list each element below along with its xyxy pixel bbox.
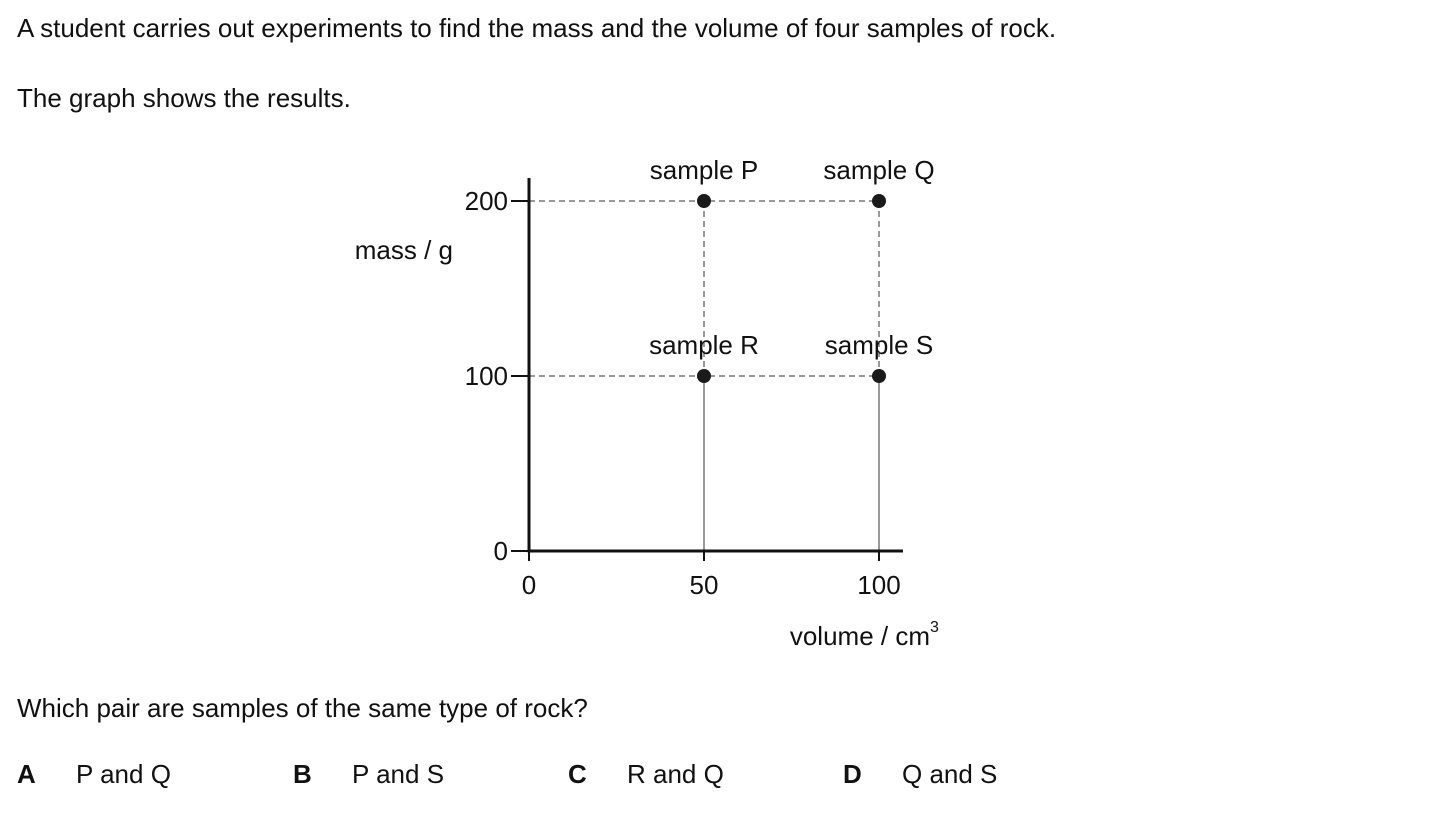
- y-axis-label: mass / g: [355, 235, 453, 265]
- question-prompt: Which pair are samples of the same type …: [17, 693, 588, 723]
- option-b[interactable]: B P and S: [293, 759, 312, 789]
- point-label-2: sample R: [649, 330, 759, 360]
- y-tick-label-0: 0: [494, 536, 508, 566]
- option-d-letter: D: [843, 759, 862, 789]
- point-label-3: sample S: [825, 330, 933, 360]
- data-point-3: [872, 369, 886, 383]
- option-c[interactable]: C R and Q: [568, 759, 587, 789]
- data-point-1: [872, 194, 886, 208]
- option-c-text: R and Q: [627, 759, 724, 789]
- data-point-0: [697, 194, 711, 208]
- option-d[interactable]: D Q and S: [843, 759, 862, 789]
- x-axis-label-superscript: 3: [930, 619, 939, 636]
- option-b-text: P and S: [352, 759, 444, 789]
- x-tick-label-100: 100: [857, 570, 900, 600]
- option-a-text: P and Q: [76, 759, 171, 789]
- option-b-letter: B: [293, 759, 312, 789]
- option-d-text: Q and S: [902, 759, 997, 789]
- option-a-letter: A: [17, 759, 36, 789]
- point-label-0: sample P: [650, 155, 758, 185]
- option-c-letter: C: [568, 759, 587, 789]
- x-tick-label-0: 0: [522, 570, 536, 600]
- y-tick-label-100: 100: [465, 361, 508, 391]
- x-tick-label-50: 50: [690, 570, 719, 600]
- option-a[interactable]: A P and Q: [17, 759, 36, 789]
- x-axis-label: volume / cm: [790, 621, 930, 651]
- y-tick-label-200: 200: [465, 186, 508, 216]
- data-point-2: [697, 369, 711, 383]
- point-label-1: sample Q: [823, 155, 934, 185]
